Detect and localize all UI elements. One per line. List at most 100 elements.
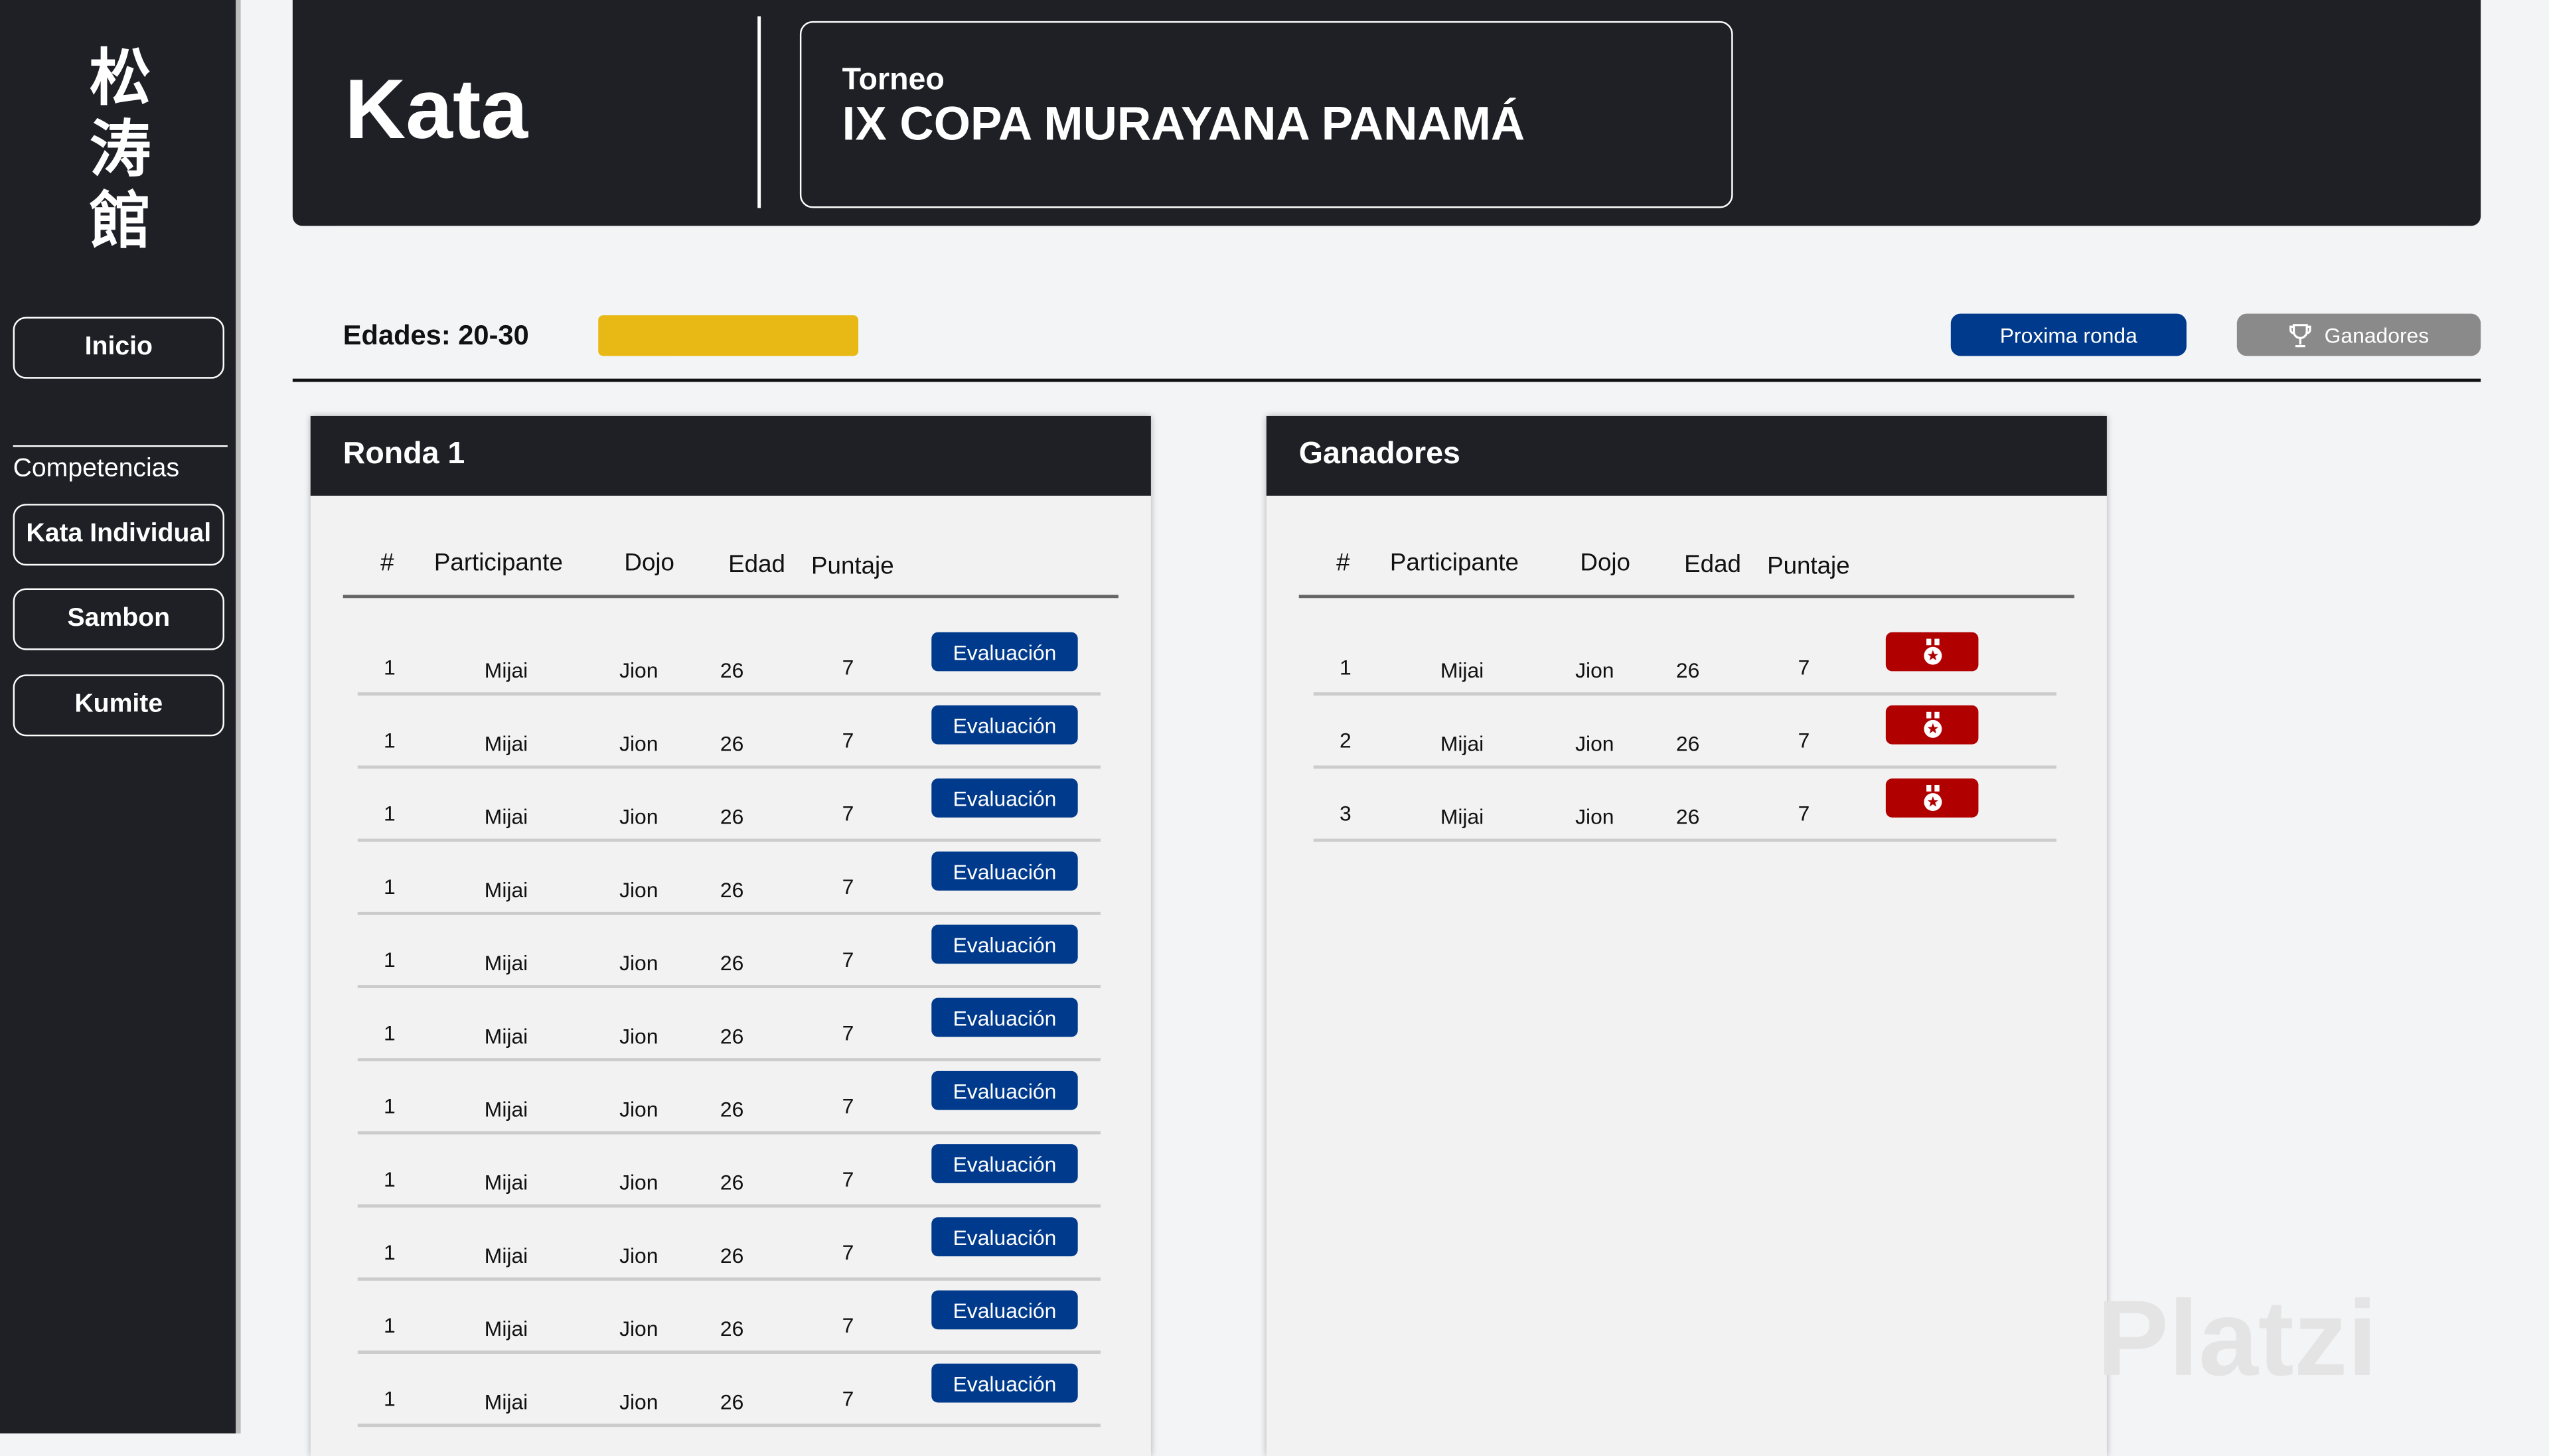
divider — [292, 378, 2481, 382]
row-divider — [1313, 838, 2056, 841]
row-divider — [357, 1277, 1101, 1280]
evaluation-button[interactable]: Evaluación — [931, 851, 1078, 891]
table-row: 1 Mijai Jion 26 7 — [1267, 632, 2107, 705]
winners-label: Ganadores — [2324, 323, 2430, 347]
row-number: 1 — [383, 801, 396, 826]
dojo: Jion — [619, 1097, 658, 1122]
row-number: 1 — [383, 654, 396, 680]
row-number: 1 — [383, 947, 396, 972]
evaluation-button[interactable]: Evaluación — [931, 778, 1078, 818]
evaluation-button[interactable]: Evaluación — [931, 1144, 1078, 1183]
dojo: Jion — [619, 658, 658, 683]
table-row: 1 Mijai Jion 26 7 Evaluación — [311, 1217, 1151, 1290]
participant-name: Mijai — [484, 877, 528, 903]
age: 26 — [720, 1389, 744, 1414]
category-color-bar — [598, 315, 859, 356]
score: 7 — [842, 1386, 854, 1411]
dojo: Jion — [619, 1389, 658, 1414]
age: 26 — [720, 877, 744, 903]
sidebar-item-kata-individual[interactable]: Kata Individual — [13, 504, 224, 566]
evaluation-button[interactable]: Evaluación — [931, 924, 1078, 964]
home-button[interactable]: Inicio — [13, 317, 224, 379]
tournament-name: IX COPA MURAYANA PANAMÁ — [842, 99, 1525, 151]
score: 7 — [842, 654, 854, 680]
table-row: 1 Mijai Jion 26 7 Evaluación — [311, 1144, 1151, 1217]
row-divider — [357, 911, 1101, 914]
score: 7 — [842, 947, 854, 972]
table-row: 1 Mijai Jion 26 7 Evaluación — [311, 1290, 1151, 1364]
participant-name: Mijai — [484, 1243, 528, 1268]
evaluation-button[interactable]: Evaluación — [931, 632, 1078, 672]
row-divider — [357, 985, 1101, 987]
age: 26 — [720, 1170, 744, 1195]
row-divider — [357, 1204, 1101, 1207]
evaluation-button[interactable]: Evaluación — [931, 705, 1078, 745]
sidebar-item-kumite[interactable]: Kumite — [13, 674, 224, 737]
header-line — [1298, 595, 2074, 598]
evaluation-button[interactable]: Evaluación — [931, 1290, 1078, 1330]
col-header: Edad — [1684, 551, 1741, 579]
participant-name: Mijai — [484, 1097, 528, 1122]
participant-name: Mijai — [484, 658, 528, 683]
evaluation-button[interactable]: Evaluación — [931, 997, 1078, 1037]
score: 7 — [842, 1094, 854, 1118]
section-label: Competencias — [13, 455, 180, 483]
logo-char: 松 — [89, 40, 151, 114]
table-row: 1 Mijai Jion 26 7 Evaluación — [311, 924, 1151, 997]
winners-panel-header: Ganadores — [1266, 415, 2107, 496]
dojo: Jion — [619, 731, 658, 756]
dojo: Jion — [619, 950, 658, 976]
evaluation-button[interactable]: Evaluación — [931, 1070, 1078, 1110]
row-number: 1 — [383, 1313, 396, 1338]
participant-name: Mijai — [1440, 804, 1484, 829]
award-medal-button[interactable] — [1885, 632, 1979, 672]
round-title: Ronda 1 — [343, 437, 465, 472]
dojo: Jion — [619, 1316, 658, 1341]
age-range: Edades: 20-30 — [343, 320, 529, 351]
participant-name: Mijai — [1440, 731, 1484, 756]
score: 7 — [842, 874, 854, 899]
medal-icon — [1923, 784, 1942, 810]
dojo-logo: 松 涛 館 — [75, 40, 166, 257]
award-medal-button[interactable] — [1885, 778, 1979, 818]
table-row: 1 Mijai Jion 26 7 Evaluación — [311, 705, 1151, 778]
evaluation-button[interactable]: Evaluación — [931, 1363, 1078, 1403]
participant-name: Mijai — [484, 1023, 528, 1049]
age: 26 — [720, 804, 744, 829]
logo-char: 涛 — [89, 111, 151, 186]
winners-panel: Ganadores # Participante Dojo Edad Punta… — [1266, 415, 2107, 1456]
platzi-watermark: Platzi — [2097, 1277, 2378, 1398]
age: 26 — [1675, 804, 1700, 829]
table-row: 1 Mijai Jion 26 7 Evaluación — [311, 1070, 1151, 1144]
logo-char: 館 — [89, 183, 151, 257]
score: 7 — [842, 801, 854, 826]
row-divider — [357, 692, 1101, 695]
col-header: # — [380, 549, 394, 577]
sidebar-item-sambon[interactable]: Sambon — [13, 588, 224, 650]
score: 7 — [842, 1167, 854, 1192]
col-header: Participante — [1389, 549, 1519, 577]
dojo: Jion — [1575, 658, 1614, 683]
table-row: 1 Mijai Jion 26 7 Evaluación — [311, 1363, 1151, 1437]
participant-name: Mijai — [484, 1170, 528, 1195]
winners-button[interactable]: Ganadores — [2236, 313, 2481, 356]
score: 7 — [842, 728, 854, 753]
dojo: Jion — [619, 1170, 658, 1195]
trophy-icon — [2289, 323, 2311, 347]
award-medal-button[interactable] — [1885, 705, 1979, 745]
age: 26 — [1675, 731, 1700, 756]
score: 7 — [1798, 801, 1810, 826]
table-row: 2 Mijai Jion 26 7 — [1267, 705, 2107, 778]
col-header: Dojo — [624, 549, 674, 577]
table-row: 1 Mijai Jion 26 7 Evaluación — [311, 778, 1151, 851]
row-number: 2 — [1339, 728, 1352, 753]
participant-name: Mijai — [484, 1389, 528, 1414]
medal-icon — [1923, 711, 1942, 737]
table-row: 1 Mijai Jion 26 7 Evaluación — [311, 632, 1151, 705]
evaluation-button[interactable]: Evaluación — [931, 1217, 1078, 1257]
next-round-button[interactable]: Proxima ronda — [1950, 313, 2187, 356]
round-panel-header: Ronda 1 — [310, 415, 1151, 496]
tournament-label: Torneo — [842, 63, 945, 98]
dojo: Jion — [619, 804, 658, 829]
sidebar: 松 涛 館 Inicio Competencias Kata Individua… — [0, 0, 241, 1434]
